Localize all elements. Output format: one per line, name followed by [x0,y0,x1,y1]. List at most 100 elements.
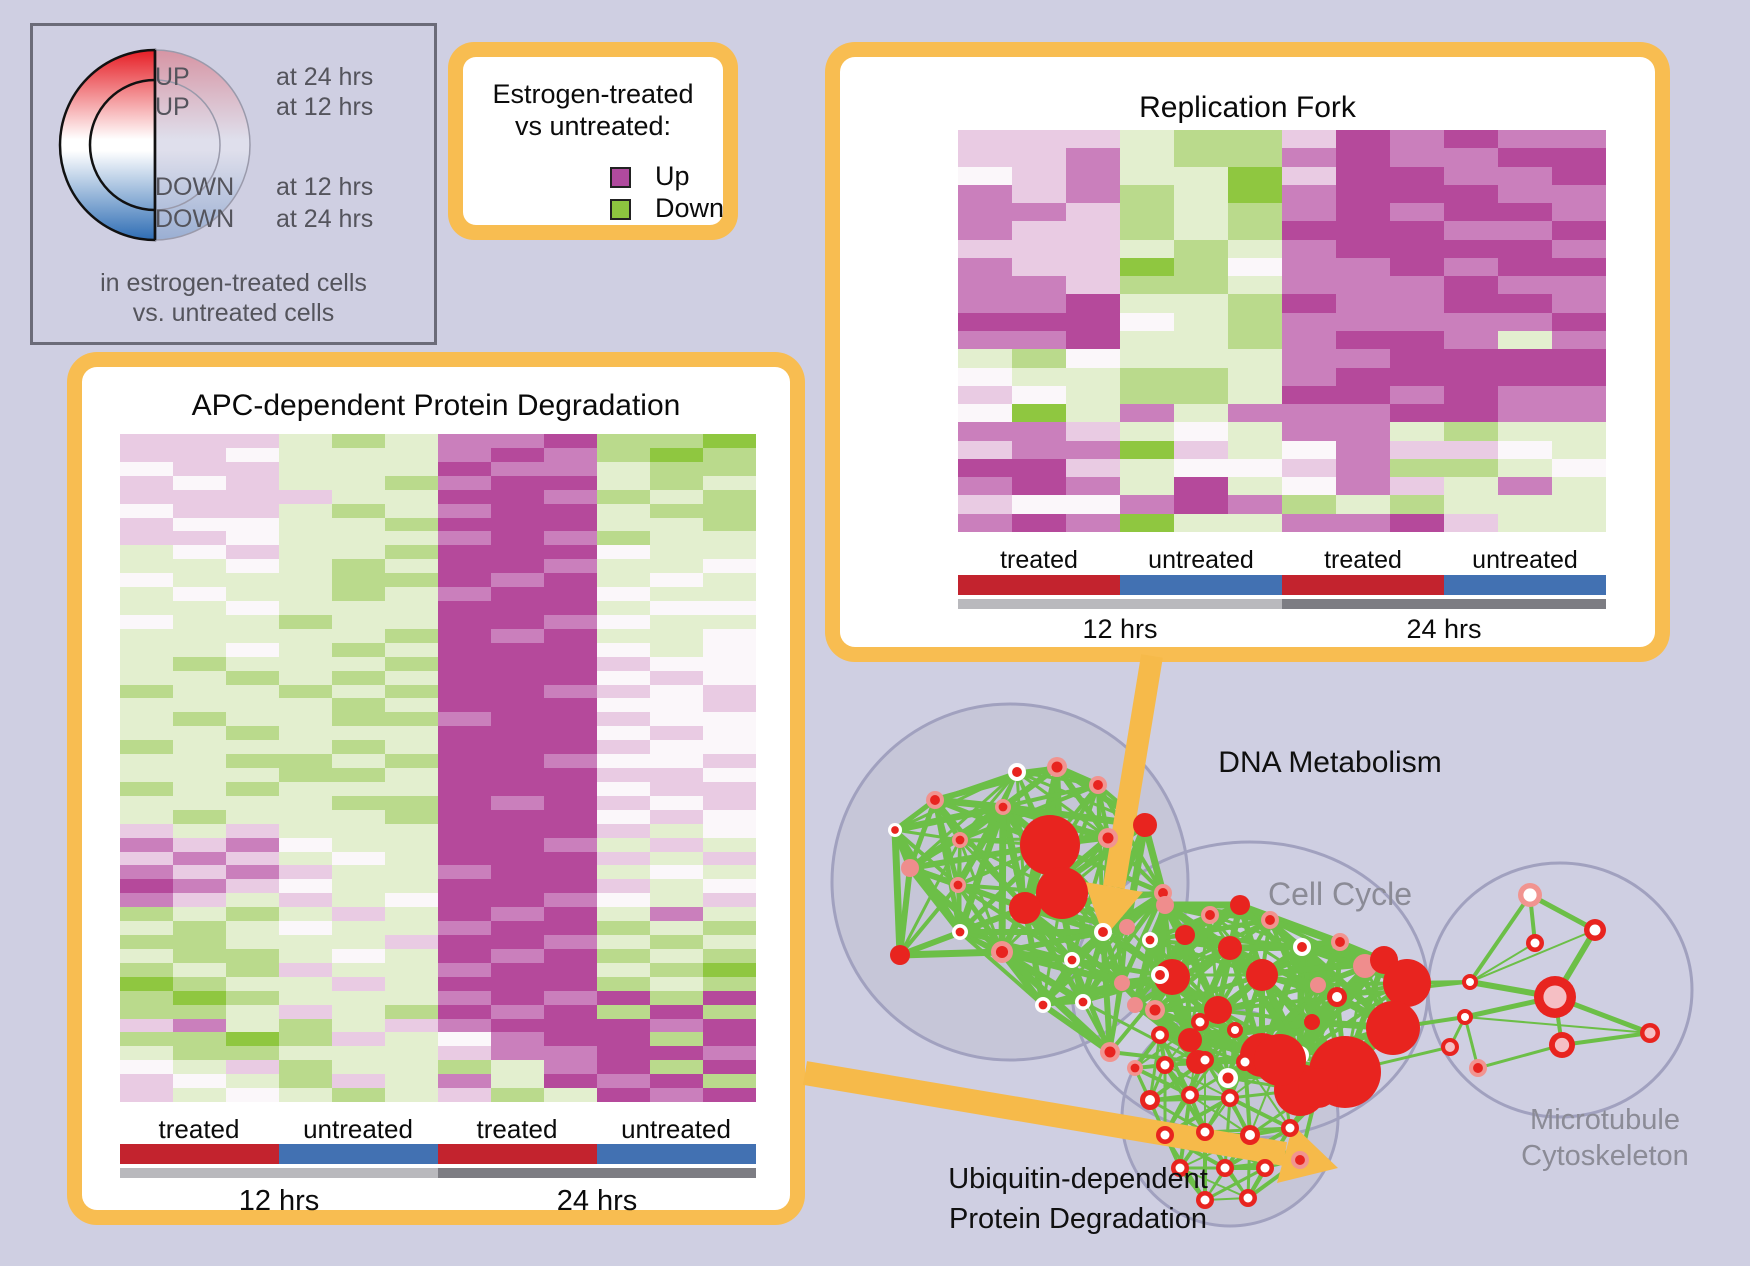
heatmap-cell [226,517,279,532]
heatmap-cell [703,531,756,546]
heatmap-cell [120,823,173,838]
heatmap-cell [173,670,226,685]
heatmap-cell [597,489,650,504]
heatmap-cell [226,962,279,977]
apc-inner: APC-dependent Protein Degradation treate… [82,367,790,1217]
heatmap-cell [279,670,332,685]
network-edge [1298,984,1320,1056]
heatmap-cell [1498,331,1552,350]
network-node [888,823,902,837]
heatmap-cell [1444,495,1498,514]
col-group-label: treated [1324,546,1402,574]
network-edge [1269,918,1385,962]
network-edge [1100,931,1113,1053]
network-node [1332,992,1342,1002]
network-edge [1132,933,1188,1007]
heatmap-cell [385,434,438,448]
heatmap-cell [438,1018,491,1033]
updown-legend-title-line1: Estrogen-treated [492,79,694,109]
heatmap-cell [1390,257,1444,277]
network-edge [1047,843,1106,934]
network-edge [1070,837,1110,961]
heatmap-cell [226,1004,279,1019]
heatmap-cell [1552,166,1606,185]
heatmap-cell [597,545,650,560]
heatmap-cell [438,962,491,977]
heatmap-cell [1012,276,1066,295]
network-edge [1337,940,1396,1030]
heatmap-cell [438,726,491,741]
heatmap-cell [1228,257,1282,277]
network-node [953,880,963,890]
network-edge [1215,1007,1265,1058]
network-edge [1189,1060,1246,1097]
heatmap-cell [438,698,491,713]
network-node [1078,997,1088,1007]
heatmap-cell [1228,458,1282,478]
network-node [1261,911,1279,929]
heatmap-cell [1390,148,1444,167]
heatmap-cell [438,614,491,629]
network-edge [1148,1034,1162,1101]
heatmap-cell [279,851,332,866]
network-edge [1134,1003,1219,1012]
heatmap-cell [650,601,703,615]
heatmap-cell [650,503,703,518]
heatmap-cell [279,614,332,629]
heatmap-cell [173,712,226,727]
heatmap-cell [597,614,650,629]
network-edge [1149,933,1186,942]
network-node [1191,1013,1209,1031]
network-edge [1297,958,1387,1057]
network-edge [1298,946,1316,1023]
heatmap-cell [650,475,703,490]
network-edge [1228,918,1272,950]
heatmap-cell [544,948,597,963]
network-edge [958,930,1045,1007]
network-edge [1049,842,1164,896]
heatmap-cell [332,865,385,880]
heatmap-cell [279,461,332,476]
heatmap-cell [1012,294,1066,313]
heatmap-cell [597,726,650,741]
network-edge [1198,1020,1247,1064]
heatmap-cell [650,1088,703,1102]
heatmap-cell [1012,184,1066,204]
heatmap-cell [226,1060,279,1075]
heatmap-cell [544,573,597,588]
heatmap-cell [597,628,650,643]
heatmap-cell [491,740,544,755]
heatmap-cell [438,475,491,490]
heatmap-cell [703,642,756,657]
heatmap-cell [650,726,703,741]
network-edge [1164,1096,1231,1137]
network-node [955,835,965,845]
heatmap-cell [544,684,597,699]
heatmap-cell [120,809,173,824]
replication-fork-inner: Replication Fork treated untreated treat… [840,57,1655,647]
network-edge [1106,837,1124,984]
heatmap-cell [385,573,438,588]
heatmap-cell [958,349,1012,368]
heatmap-cell [385,865,438,880]
network-node [1353,954,1377,978]
heatmap-cell [958,422,1012,441]
heatmap-cell [385,559,438,574]
network-edge [1060,892,1085,1003]
heatmap-cell [703,628,756,643]
heatmap-cell [438,461,491,476]
heatmap-cell [332,893,385,908]
heatmap-cell [173,823,226,838]
heatmap-cell [1336,404,1390,423]
heatmap-cell [597,670,650,685]
network-edge [1133,939,1152,1006]
network-edge [954,805,1007,887]
heatmap-cell [650,921,703,935]
heatmap-cell [279,1018,332,1033]
heatmap-cell [1498,495,1552,514]
network-node [1523,888,1537,902]
heatmap-cell [1066,458,1120,478]
network-edge [956,883,1045,1007]
network-edge [1298,1025,1395,1093]
